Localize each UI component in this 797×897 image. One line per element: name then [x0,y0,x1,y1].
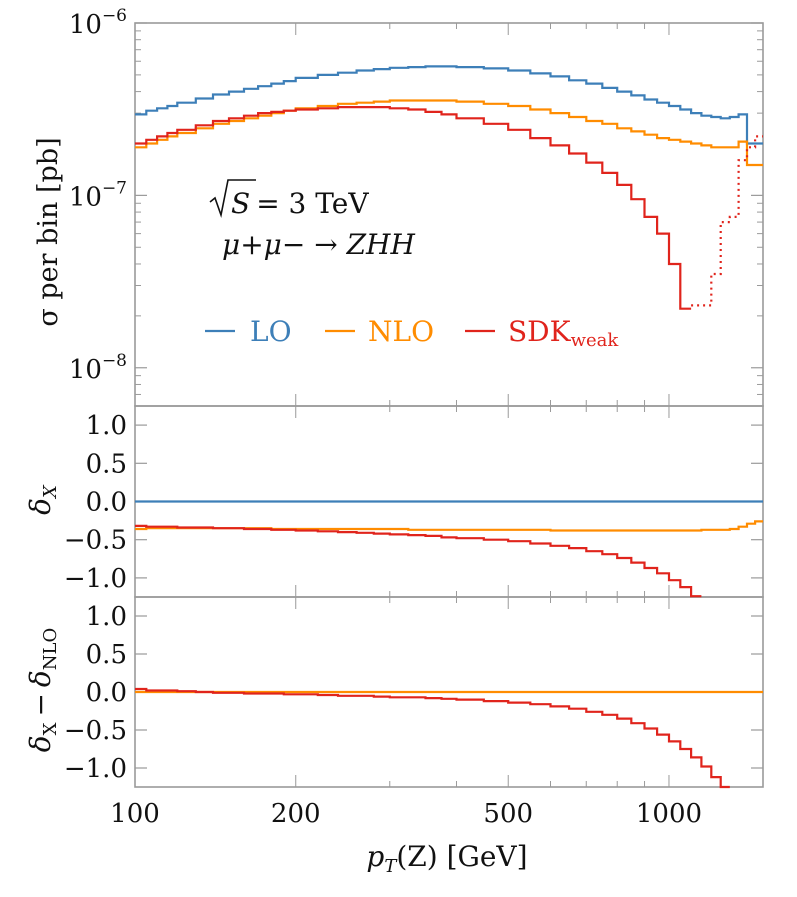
x-tick-label-2: 500 [483,799,533,829]
x-axis-label-main: p [366,840,384,873]
legend-label-nlo: NLO [368,315,434,348]
series-cross-section-lo [135,65,763,145]
y-tick-label-exp: −6 [102,6,127,26]
annotation-line1: S = 3 TeV [231,187,369,220]
y-tick-label-delta-x-0: 1.0 [86,411,127,441]
y-tick-label-delta-x-3: −0.5 [64,526,127,556]
y-tick-label-delta-x-1: 0.5 [86,449,127,479]
y-tick-label-base: 10 [69,10,102,40]
y-axis-label-bottom-main2: δ [24,670,57,687]
series-cross-section-sdk_weak-dotted [691,135,763,307]
legend-label-sdk: SDKweak [508,315,619,351]
x-tick-label-0: 100 [110,799,160,829]
y-tick-label-delta-x-2: 0.0 [86,488,127,518]
y-tick-label-cross-section-1: 10−7 [69,178,127,212]
legend-label-lo: LO [250,315,292,348]
y-axis-label-mid-main: δ [24,498,57,515]
x-axis-label-sub: T [384,856,398,877]
panel-frame-cross-section [134,22,764,407]
legend-label-sdk-sub: weak [571,330,620,351]
series-delta-x-minus-nlo-sdk_weak [135,687,730,789]
annotation-sqrt-arg: S [231,187,250,220]
y-tick-label-delta-x-minus-nlo-2: 0.0 [86,678,127,708]
y-tick-label-exp: −7 [102,178,127,198]
sqrt-sign [209,179,256,219]
y-axis-label-top: σ per bin [pb] [33,137,64,326]
annotation-line1-rest: = 3 TeV [256,187,369,220]
y-tick-label-cross-section-2: 10−8 [69,351,127,385]
series-layer [135,65,763,789]
y-tick-label-cross-section-0: 10−6 [69,6,127,40]
y-axis-label-bottom-sub2: NLO [40,628,61,670]
y-tick-label-delta-x-minus-nlo-0: 1.0 [86,602,127,632]
x-tick-label-1: 200 [271,799,321,829]
y-axis-label-bottom-minus: − [24,693,57,716]
y-axis-label-mid: δX [24,484,61,515]
series-cross-section-nlo [135,99,763,167]
x-tick-label-3: 1000 [636,799,702,829]
x-axis-label: pT(Z) [GeV] [366,840,527,877]
y-axis-label-bottom-main: δ [24,735,57,752]
series-cross-section-sdk_weak [135,106,692,310]
y-axis-label-mid-sub: X [40,484,61,500]
y-axis-label-bottom: δX−δNLO [24,628,61,752]
y-tick-label-delta-x-minus-nlo-1: 0.5 [86,640,127,670]
y-axis-label-bottom-sub: X [40,722,61,735]
series-delta-x-sdk_weak [135,524,702,598]
legend-label-sdk-main: SDK [508,315,572,348]
y-tick-label-delta-x-minus-nlo-4: −1.0 [64,754,127,784]
y-tick-label-exp: −8 [102,351,127,371]
y-tick-label-delta-x-minus-nlo-3: −0.5 [64,716,127,746]
y-tick-label-delta-x-4: −1.0 [64,564,127,594]
annotation-line2: μ+μ− → ZHH [222,228,415,261]
y-tick-label-base: 10 [69,182,102,212]
tick-labels: 10−610−710−81.00.50.0−0.5−1.01.00.50.0−0… [64,6,702,829]
annotation: S = 3 TeV μ+μ− → ZHH [209,179,415,261]
x-axis-label-rest: (Z) [GeV] [396,840,527,873]
y-tick-label-base: 10 [69,355,102,385]
legend: LO NLO SDKweak [205,315,619,351]
